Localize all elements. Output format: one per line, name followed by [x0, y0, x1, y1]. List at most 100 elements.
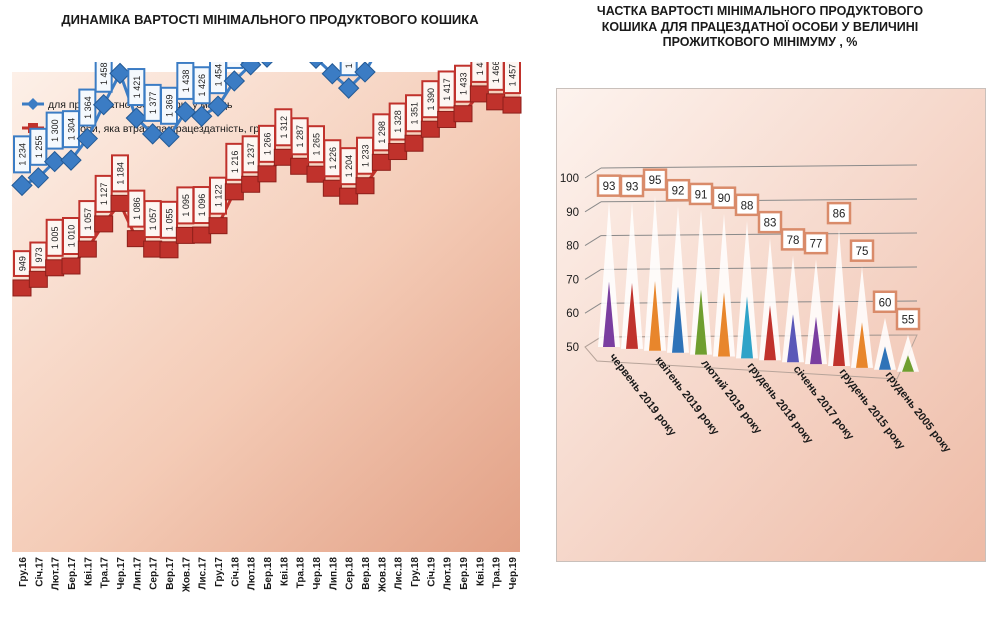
series-1-data-label: 1 364	[83, 96, 93, 119]
x-tick-label: Лип.17	[132, 557, 143, 591]
series-2-point	[28, 270, 48, 288]
series-2-data-label: 1 433	[459, 72, 469, 95]
series-2-data-label: 1 466	[491, 62, 501, 83]
series-2-data-label: 1 095	[181, 194, 191, 217]
bar-data-label-box	[803, 231, 829, 255]
series-2-point	[143, 240, 163, 258]
y-grid-side	[584, 167, 602, 179]
x-tick-label: Кві.18	[279, 557, 290, 586]
cone-glow	[874, 317, 896, 370]
series-2-point	[420, 120, 440, 138]
series-1-point	[125, 107, 148, 129]
series-1-label-box	[78, 88, 97, 127]
series-1-point	[43, 150, 66, 173]
bar-data-label: 78	[787, 235, 800, 247]
y-grid-side	[584, 268, 602, 280]
series-2-data-label: 973	[34, 247, 44, 262]
series-1-point	[141, 123, 164, 145]
series-1-point	[27, 167, 50, 189]
series-2-data-label: 1 266	[263, 133, 273, 156]
series-2-point	[126, 230, 146, 248]
x-tick-label: Лис.17	[198, 557, 209, 590]
line-chart-panel: для працездатної особи, грн. у місяць дл…	[0, 0, 540, 639]
x-tick-label: Чер.18	[312, 557, 323, 590]
bar-data-label: 77	[810, 239, 823, 251]
series-2-point	[290, 157, 310, 175]
y-tick-label: 100	[560, 173, 579, 185]
series-1-point	[76, 127, 99, 150]
right-title-line-1: ЧАСТКА ВАРТОСТІ МІНІМАЛЬНОГО ПРОДУКТОВОГ…	[596, 4, 924, 18]
cone-glow	[828, 229, 850, 366]
x-tick-label: Кві.19	[475, 557, 486, 586]
bar-data-label: 91	[695, 189, 708, 201]
cone-glow	[598, 201, 620, 347]
series-2-data-label: 1 204	[344, 155, 354, 178]
bar-data-label: 75	[856, 246, 869, 258]
x-tick-label: Бер.19	[459, 557, 470, 590]
series-2-data-label: 1 057	[83, 208, 93, 231]
bar-data-label-box	[895, 307, 921, 331]
x-tick-label: Січ.19	[426, 557, 437, 587]
bar-data-label-box	[872, 290, 898, 314]
cone-bar	[764, 305, 776, 361]
x-tick-label: Бер.17	[67, 557, 78, 590]
x-tick-label: Гру.16	[18, 557, 29, 587]
series-2-label-box	[454, 64, 472, 103]
x-tick-label: Лип.18	[328, 557, 339, 591]
series-2-data-label: 1 237	[246, 143, 256, 166]
bar-data-label: 95	[649, 175, 662, 187]
series-2-label-box	[111, 154, 129, 193]
x-tick-label: Лют.18	[247, 557, 258, 591]
cone-bar	[741, 296, 753, 359]
bar-data-label: 92	[672, 186, 685, 198]
series-1-point	[207, 95, 229, 117]
series-2-point	[502, 96, 522, 114]
series-1-data-label: 1 504	[344, 62, 354, 68]
series-2-data-label: 1 096	[197, 194, 207, 217]
x-tick-label: Кві.17	[83, 557, 94, 586]
series-2-point	[486, 93, 506, 111]
series-2-point	[61, 257, 81, 275]
series-2-point	[208, 217, 228, 235]
bar-chart: 50 60 70 80 90 100 93 93 95 92 91 90 88 83 78 77 86 75 60…	[557, 89, 985, 561]
y-grid-side	[584, 201, 602, 213]
bar-chart-panel: 50 60 70 80 90 100 93 93 95 92 91 90 88 83 78 77 86 75 60…	[556, 88, 986, 562]
series-2-data-label: 1 351	[410, 102, 420, 125]
series-1-point	[321, 63, 344, 85]
y-tick-label: 60	[566, 308, 579, 320]
series-2-point	[355, 177, 375, 195]
cone-bar	[833, 304, 845, 366]
bar-data-label: 83	[764, 218, 777, 230]
series-2-data-label: 1 390	[426, 88, 436, 111]
y-gridline	[600, 164, 918, 169]
series-2-data-label: 1 233	[361, 144, 371, 167]
series-2-point	[12, 279, 32, 297]
series-1-data-label: 1 369	[165, 94, 175, 117]
cone-bar	[672, 286, 684, 353]
y-tick-label: 50	[566, 342, 579, 354]
line-chart: для працездатної особи, грн. у місяць дл…	[11, 0, 522, 594]
cone-glow	[782, 255, 804, 363]
bar-data-label: 60	[879, 297, 892, 309]
x-tick-label: Тра.17	[100, 557, 111, 589]
x-tick-label: Жов.17	[181, 557, 192, 594]
series-1-point	[11, 174, 33, 197]
series-2-point	[110, 194, 130, 212]
x-tick-label: Сер.18	[345, 557, 356, 590]
bar-data-label-box	[757, 210, 783, 234]
cone-glow	[736, 220, 758, 359]
cone-glow	[851, 266, 873, 368]
y-tick-label: 90	[566, 207, 579, 219]
x-tick-label: Гру.17	[214, 557, 225, 587]
series-2-point	[371, 153, 391, 171]
cone-bar	[879, 346, 891, 370]
series-1-data-label: 1 377	[148, 92, 158, 115]
series-1-data-label: 1 255	[34, 136, 44, 159]
series-2-point	[257, 165, 277, 183]
series-1-label-box	[62, 110, 80, 149]
series-2-point	[322, 179, 342, 197]
series-2-data-label: 1 127	[99, 183, 109, 206]
series-2-point	[469, 85, 489, 103]
series-1-point	[174, 101, 197, 123]
series-2-point	[159, 241, 179, 259]
